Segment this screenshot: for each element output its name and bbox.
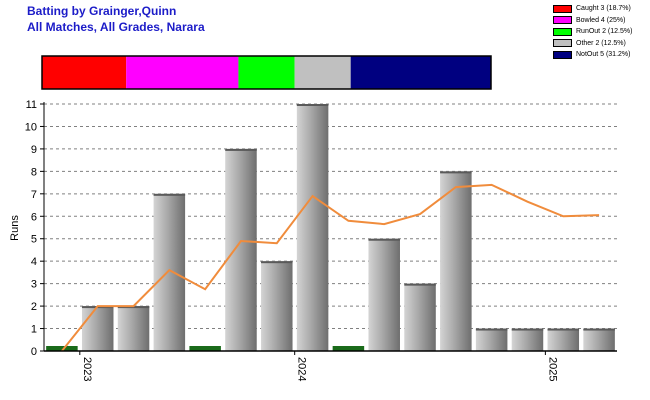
legend-label: Other 2 (12.5%) — [576, 39, 626, 47]
legend-swatch — [553, 50, 572, 59]
runs-bar-top — [547, 328, 580, 331]
legend-label: Bowled 4 (25%) — [576, 16, 626, 24]
runs-bar — [296, 104, 329, 351]
x-year-label: 2025 — [546, 357, 558, 381]
runs-bar — [261, 261, 293, 351]
y-tick-label: 0 — [31, 346, 37, 358]
legend-label: Caught 3 (18.7%) — [576, 5, 631, 13]
runs-bar — [368, 238, 400, 351]
legend-item: Other 2 (12.5%) — [553, 38, 648, 50]
runs-bar — [153, 193, 186, 351]
legend-item: NotOut 5 (31.2%) — [553, 49, 648, 61]
y-tick-label: 8 — [31, 166, 37, 178]
y-tick-label: 3 — [31, 279, 37, 291]
y-tick-label: 7 — [31, 189, 37, 201]
legend-label: RunOut 2 (12.5%) — [576, 28, 633, 36]
x-year-label: 2023 — [81, 357, 93, 381]
y-tick-label: 5 — [31, 234, 37, 246]
y-tick-label: 2 — [31, 301, 37, 313]
runs-bar-top — [440, 171, 472, 174]
runs-bar — [547, 328, 580, 351]
runs-bar-top — [225, 148, 257, 151]
runs-bar — [511, 328, 544, 351]
legend-swatch — [553, 4, 572, 13]
runs-bar — [404, 283, 436, 351]
runs-bar-top — [153, 193, 186, 196]
runs-bar — [475, 328, 508, 351]
duck-marker — [332, 346, 365, 351]
runs-bar-top — [511, 328, 544, 331]
y-tick-label: 9 — [31, 144, 37, 156]
y-tick-label: 10 — [25, 121, 37, 133]
legend-item: Caught 3 (18.7%) — [553, 3, 648, 15]
legend-swatch — [553, 27, 572, 36]
runs-bar — [440, 171, 472, 351]
y-axis-title: Runs — [9, 215, 21, 241]
runs-bar-top — [261, 261, 293, 264]
legend-swatch — [553, 39, 572, 48]
runs-bar — [583, 328, 615, 351]
runs-bar — [81, 306, 114, 351]
runs-bar — [225, 148, 257, 351]
dismissal-segment-bowled — [126, 56, 239, 89]
dismissal-segment-runout — [238, 56, 295, 89]
dismissal-bar-outline — [41, 55, 492, 90]
legend-item: RunOut 2 (12.5%) — [553, 26, 648, 38]
dismissal-segment-caught — [42, 56, 127, 89]
legend: Caught 3 (18.7%) Bowled 4 (25%) RunOut 2 (… — [553, 3, 648, 61]
runs-bar-top — [404, 283, 436, 286]
runs-bar-top — [583, 328, 615, 331]
y-tick-label: 6 — [31, 211, 37, 223]
dismissal-segment-other — [294, 56, 351, 89]
duck-marker — [46, 346, 78, 351]
runs-bar-top — [296, 104, 329, 106]
average-line — [61, 183, 600, 352]
runs-bar-top — [475, 328, 508, 331]
y-tick-label: 4 — [31, 256, 37, 268]
dismissal-segment-notout — [350, 56, 491, 89]
y-tick-label: 1 — [31, 324, 37, 336]
runs-bar-top — [368, 238, 400, 241]
chart-title-line-2: All Matches, All Grades, Narara — [27, 20, 205, 34]
duck-marker — [189, 346, 221, 351]
x-year-label: 2024 — [296, 357, 308, 381]
legend-label: NotOut 5 (31.2%) — [576, 51, 631, 59]
y-tick-label: 11 — [26, 99, 37, 111]
chart-title-line-1: Batting by Grainger,Quinn — [27, 4, 177, 18]
runs-bar — [117, 306, 150, 351]
legend-swatch — [553, 16, 572, 25]
legend-item: Bowled 4 (25%) — [553, 15, 648, 27]
